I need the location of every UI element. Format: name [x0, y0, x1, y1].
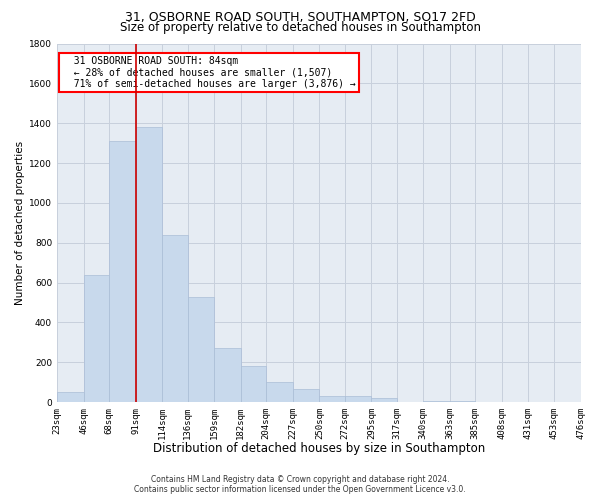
X-axis label: Distribution of detached houses by size in Southampton: Distribution of detached houses by size …	[152, 442, 485, 455]
Text: 31 OSBORNE ROAD SOUTH: 84sqm
  ← 28% of detached houses are smaller (1,507)
  71: 31 OSBORNE ROAD SOUTH: 84sqm ← 28% of de…	[62, 56, 356, 90]
Bar	[450, 401, 475, 402]
Bar	[293, 389, 319, 402]
Bar	[319, 396, 345, 402]
Bar	[57, 392, 83, 402]
Bar	[214, 348, 241, 402]
Bar	[345, 396, 371, 402]
Text: 31, OSBORNE ROAD SOUTH, SOUTHAMPTON, SO17 2FD: 31, OSBORNE ROAD SOUTH, SOUTHAMPTON, SO1…	[125, 11, 475, 24]
Text: Contains HM Land Registry data © Crown copyright and database right 2024.
Contai: Contains HM Land Registry data © Crown c…	[134, 474, 466, 494]
Bar	[241, 366, 266, 402]
Bar	[266, 382, 293, 402]
Bar	[424, 401, 450, 402]
Bar	[109, 141, 136, 402]
Bar	[371, 398, 397, 402]
Bar	[162, 235, 188, 402]
Bar	[136, 127, 162, 402]
Bar	[188, 296, 214, 402]
Text: Size of property relative to detached houses in Southampton: Size of property relative to detached ho…	[119, 21, 481, 34]
Y-axis label: Number of detached properties: Number of detached properties	[15, 140, 25, 305]
Bar	[83, 274, 109, 402]
